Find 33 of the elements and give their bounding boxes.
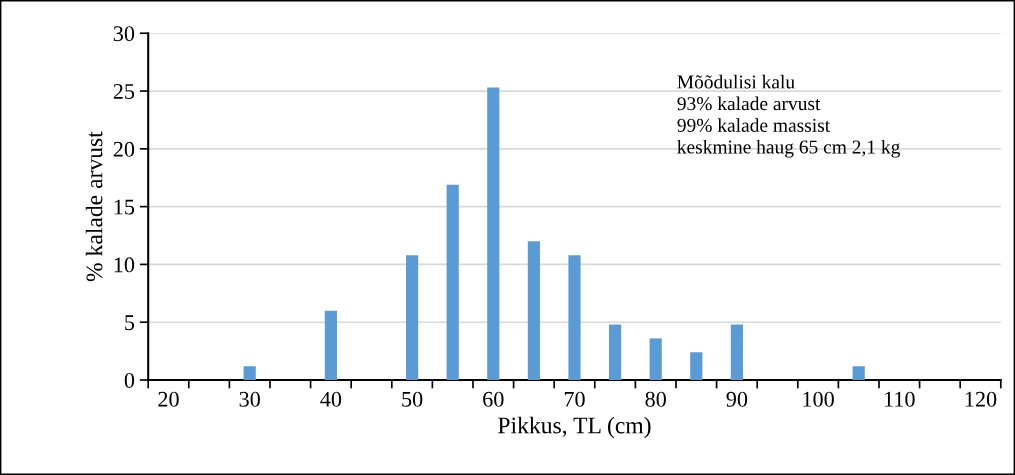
x-tick-label: 50 [402,391,423,407]
y-tick-label: 30 [113,26,135,42]
bar [324,310,337,380]
bar [243,366,256,380]
bar [690,352,703,380]
bar [609,324,622,380]
y-tick-label: 10 [114,257,135,273]
bar [527,241,540,380]
x-tick-label: 100 [803,391,834,407]
x-tick-label: 110 [884,391,915,407]
x-tick-label: 60 [483,391,504,407]
x-tick-label: 40 [320,391,342,407]
x-tick-label: 30 [239,391,260,407]
bar [852,366,865,380]
bar [568,255,581,380]
y-tick-label: 0 [124,372,135,388]
x-tick-label: 120 [965,391,997,407]
bar [406,255,419,380]
x-axis-title: Pikkus, TL (cm) [498,416,651,439]
annotation: Mõõdulisi kalu 93% kalade arvust 99% kalade massist keskmine haug 65 cm 2,1 kg [677,74,900,158]
bar [487,87,500,380]
x-tick-label: 20 [158,391,179,407]
x-tick-label: 90 [726,391,748,407]
y-tick-label: 20 [113,141,135,157]
x-tick-label: 80 [645,391,666,407]
bar [649,338,662,380]
y-tick-label: 25 [113,84,135,99]
bar [446,184,459,380]
y-tick-label: 5 [125,315,135,331]
bar [730,324,743,380]
y-axis-title: % kalade arvust [85,131,103,282]
y-tick-label: 15 [114,199,135,215]
x-tick-label: 70 [564,391,585,407]
